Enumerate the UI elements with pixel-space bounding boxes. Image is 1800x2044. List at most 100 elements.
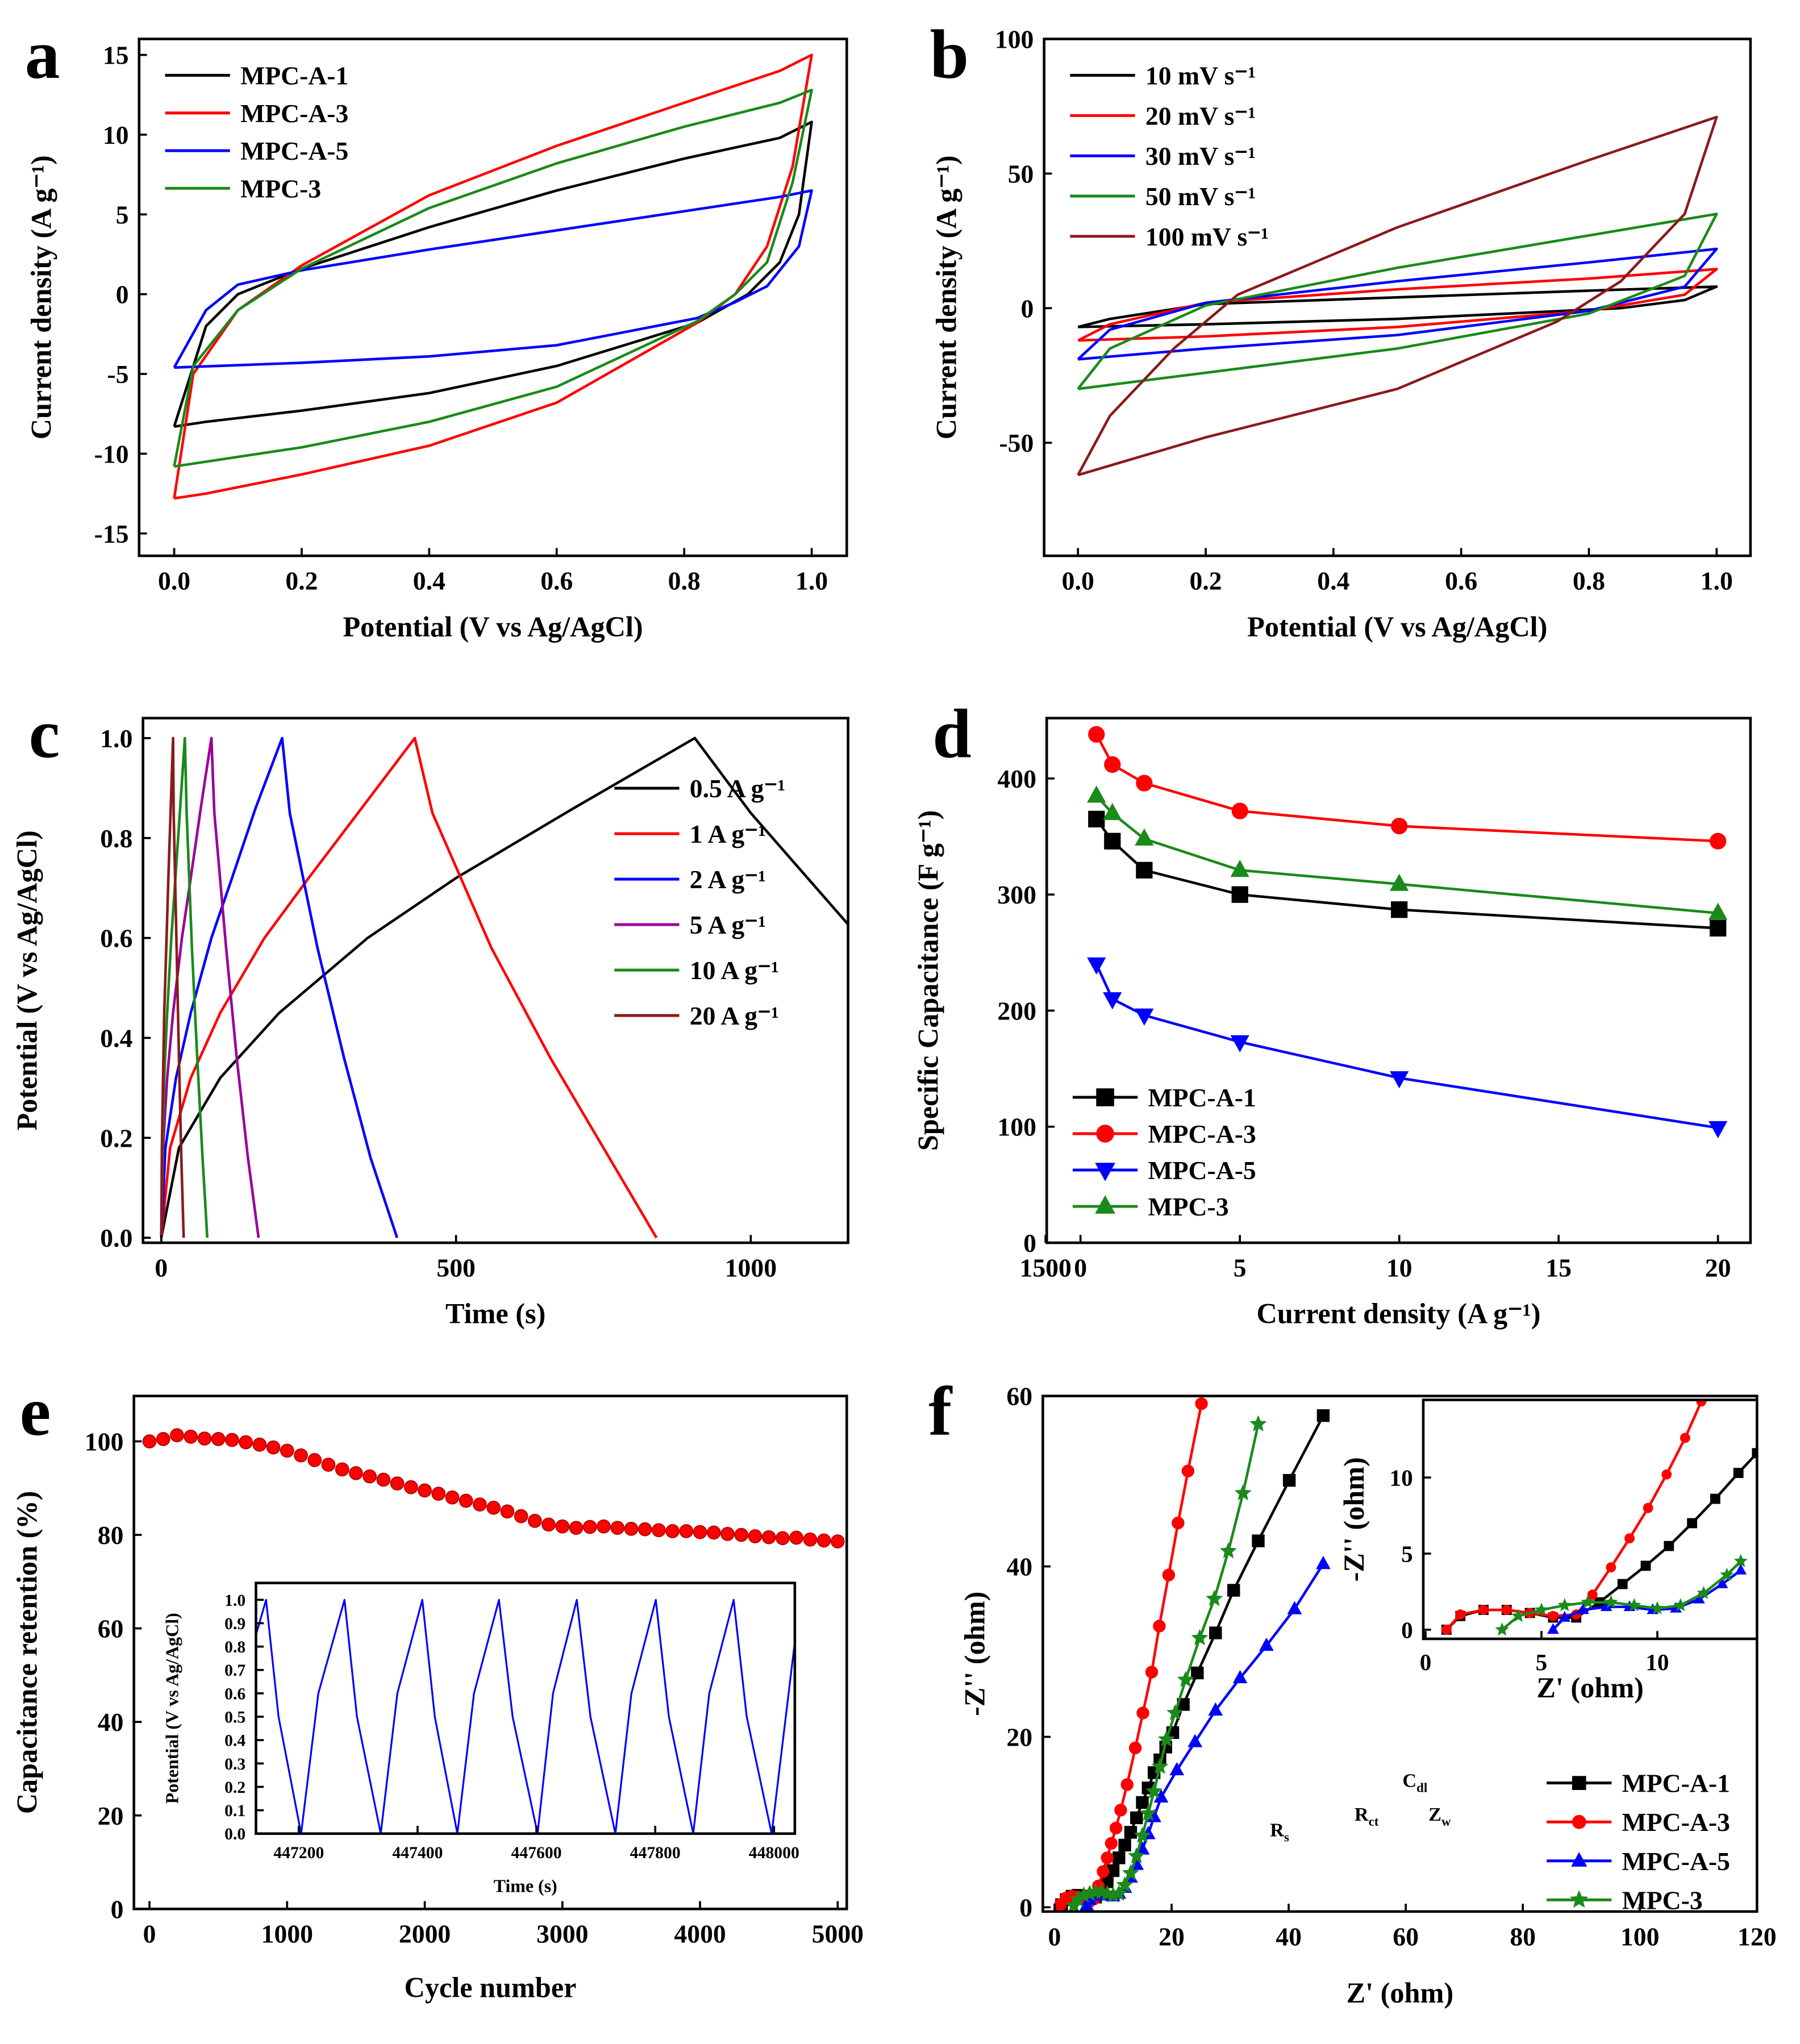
marker [1096, 1088, 1114, 1106]
plot-frame [132, 1394, 848, 1910]
legend-label: 30 mV s⁻¹ [1145, 141, 1256, 170]
series-line [256, 1598, 795, 1834]
x-axis-label: Time (s) [494, 1876, 557, 1896]
marker [1114, 1804, 1127, 1817]
marker [1128, 1847, 1145, 1864]
y-tick-label: 0 [1023, 1229, 1036, 1258]
x-tick-label: 20 [1705, 1253, 1731, 1282]
series-line [1077, 247, 1718, 361]
x-tick-label: 447400 [392, 1844, 443, 1862]
y-tick-label: 0.3 [224, 1755, 245, 1774]
marker [1109, 1821, 1123, 1835]
marker [1587, 1589, 1598, 1600]
marker [1501, 1605, 1512, 1616]
panel-label: b [930, 15, 969, 93]
marker [816, 1533, 831, 1548]
y-tick-label: 0.0 [100, 1223, 132, 1252]
marker [1188, 1734, 1203, 1747]
marker [1734, 1554, 1748, 1567]
marker [1172, 1516, 1185, 1530]
marker [803, 1532, 818, 1547]
y-tick-label: 20 [1006, 1722, 1032, 1751]
legend-label: 100 mV s⁻¹ [1145, 222, 1269, 251]
marker [1103, 992, 1122, 1010]
x-tick-label: 0.4 [1317, 567, 1349, 596]
marker [1534, 1602, 1549, 1616]
plot-area [142, 1428, 845, 1548]
x-tick-label: 500 [436, 1253, 476, 1282]
marker [1096, 1125, 1114, 1143]
x-tick-label: 0 [1420, 1649, 1432, 1675]
marker [1640, 1560, 1651, 1571]
x-axis-label: Z' (ohm) [1347, 1977, 1454, 2009]
plot-area [160, 736, 848, 1239]
marker [1664, 1541, 1674, 1551]
y-tick-label: -15 [94, 519, 129, 548]
marker [1128, 1741, 1142, 1755]
marker [1166, 1704, 1184, 1721]
y-tick-label: -10 [94, 439, 129, 468]
x-tick-label: 60 [1393, 1922, 1419, 1951]
y-tick-label: 5 [116, 200, 129, 229]
marker [1153, 1620, 1166, 1633]
marker [142, 1434, 157, 1448]
series-line [1501, 1560, 1742, 1631]
marker [1112, 1851, 1126, 1864]
marker [1708, 902, 1728, 920]
marker [431, 1487, 446, 1501]
marker [1169, 1762, 1185, 1776]
y-tick-label: 100 [85, 1427, 124, 1456]
marker [1624, 1533, 1635, 1544]
marker [1316, 1555, 1331, 1570]
marker [1316, 1409, 1330, 1422]
marker [1572, 1814, 1586, 1829]
x-tick-label: 0.4 [413, 567, 445, 596]
x-tick-label: 0.8 [1573, 567, 1605, 596]
marker [1234, 1484, 1252, 1501]
marker [1577, 1603, 1589, 1614]
marker [734, 1527, 749, 1542]
marker [1617, 1579, 1628, 1589]
marker [1661, 1469, 1672, 1480]
plot-frame [141, 717, 849, 1244]
x-tick-label: 120 [1738, 1922, 1777, 1951]
marker [1206, 1589, 1223, 1606]
y-tick-label: 0.5 [224, 1708, 245, 1726]
y-tick-label: 20 [98, 1801, 124, 1830]
marker [459, 1493, 473, 1508]
plot-frame [1045, 717, 1752, 1244]
y-tick-label: 10 [103, 120, 129, 149]
y-tick-label: 200 [997, 996, 1036, 1025]
x-tick-label: 0.2 [1189, 567, 1222, 596]
marker [225, 1433, 239, 1447]
marker [776, 1531, 790, 1546]
x-tick-label: 447800 [630, 1844, 681, 1862]
y-tick-label: 1.0 [100, 724, 132, 753]
marker [376, 1472, 391, 1487]
y-tick-label: 0 [1021, 294, 1034, 323]
marker [1571, 1852, 1588, 1867]
x-tick-label: 10 [1386, 1253, 1413, 1282]
marker [1135, 1008, 1154, 1026]
y-tick-label: 300 [997, 880, 1036, 909]
marker [1088, 726, 1105, 743]
marker [1136, 1706, 1149, 1720]
marker [1604, 1595, 1618, 1609]
marker [1752, 1448, 1757, 1459]
marker [1559, 1611, 1571, 1622]
marker [1181, 1464, 1195, 1477]
legend-label: 1 A g⁻¹ [690, 819, 766, 848]
y-tick-label: 0.8 [100, 824, 132, 853]
legend-label: MPC-A-5 [1148, 1156, 1256, 1185]
marker [1097, 1865, 1110, 1878]
legend-label: 20 A g⁻¹ [690, 1001, 779, 1030]
marker [1191, 1629, 1209, 1646]
marker [597, 1519, 611, 1534]
marker [1455, 1609, 1466, 1620]
marker [184, 1429, 198, 1444]
marker [1105, 1837, 1118, 1850]
legend-label: 5 A g⁻¹ [690, 910, 766, 939]
circuit-label-main: Z [1428, 1804, 1441, 1825]
marker [652, 1523, 666, 1538]
